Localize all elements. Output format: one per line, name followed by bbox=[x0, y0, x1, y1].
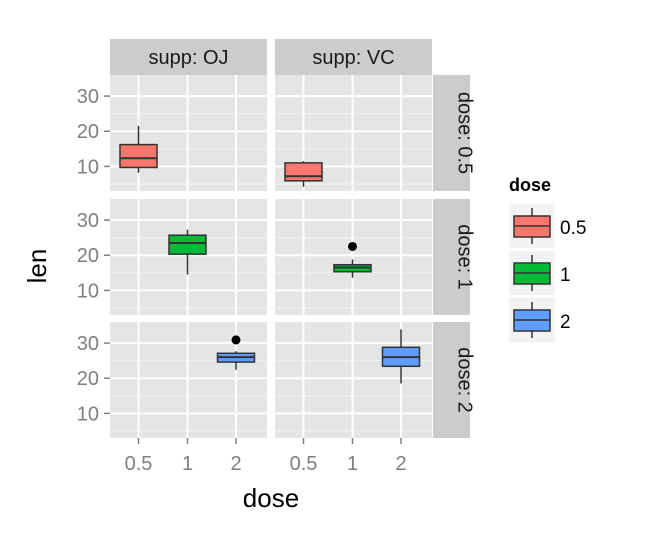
x-tick-label: 0.5 bbox=[125, 453, 153, 475]
panel-r0-c1 bbox=[275, 75, 432, 191]
axis-layer: 10 20 30 10 20 30 10 20 30 0.5 1 2 0.5 1 2 bbox=[77, 86, 407, 475]
box-VC-dose-2 bbox=[381, 329, 421, 384]
panel-r1-c1 bbox=[275, 199, 432, 315]
panel-r1-c0 bbox=[110, 199, 267, 315]
facet-strip-row-label-0: dose: 0.5 bbox=[454, 92, 476, 174]
outlier-point bbox=[231, 335, 241, 345]
box-body bbox=[284, 162, 323, 182]
x-tick-label: 2 bbox=[230, 453, 241, 475]
y-tick-label: 30 bbox=[77, 210, 99, 232]
x-axis-title: dose bbox=[243, 483, 299, 513]
legend-label-0.5: 0.5 bbox=[560, 218, 586, 239]
box-OJ-dose-2 bbox=[216, 335, 256, 370]
y-tick-label: 10 bbox=[77, 156, 99, 178]
legend-key-0.5 bbox=[509, 204, 555, 248]
legend-key-2 bbox=[509, 298, 555, 342]
legend: dose 0.5 1 2 bbox=[509, 175, 586, 342]
box-OJ-dose-1 bbox=[168, 229, 207, 275]
facet-layer: supp: OJ supp: VC dose: 0.5 dose: 1 dose: 2 bbox=[110, 39, 476, 438]
facet-strip-row-label-1: dose: 1 bbox=[454, 224, 476, 290]
x-tick-label: 1 bbox=[182, 453, 193, 475]
panel-r0-c0 bbox=[110, 75, 267, 191]
legend-label-1: 1 bbox=[560, 265, 571, 286]
facet-strip-row-2 bbox=[433, 322, 470, 438]
outlier-point bbox=[348, 241, 357, 251]
x-tick-label: 0.5 bbox=[290, 453, 318, 475]
box-OJ-dose-0.5 bbox=[119, 125, 158, 173]
y-tick-label: 20 bbox=[77, 121, 99, 143]
y-tick-label: 30 bbox=[77, 86, 99, 108]
facet-strip-row-1 bbox=[433, 199, 470, 315]
legend-key-1 bbox=[509, 251, 555, 295]
y-tick-label: 30 bbox=[77, 333, 99, 355]
panel-r2-c0 bbox=[110, 322, 267, 438]
box-VC-dose-0.5 bbox=[284, 161, 323, 187]
legend-title: dose bbox=[509, 175, 551, 195]
y-tick-label: 20 bbox=[77, 368, 99, 390]
facet-strip-col-label-0: supp: OJ bbox=[148, 47, 228, 69]
facet-strip-row-0 bbox=[433, 75, 470, 191]
box-body bbox=[168, 234, 207, 255]
facet-strip-col-1 bbox=[275, 39, 432, 75]
box-VC-dose-1 bbox=[333, 241, 372, 278]
y-tick-label: 10 bbox=[77, 403, 99, 425]
legend-label-2: 2 bbox=[560, 312, 571, 333]
facet-strip-col-0 bbox=[110, 39, 267, 75]
y-tick-label: 20 bbox=[77, 245, 99, 267]
x-tick-label: 1 bbox=[347, 453, 358, 475]
x-tick-label: 2 bbox=[395, 453, 406, 475]
y-tick-label: 10 bbox=[77, 280, 99, 302]
y-axis-title: len bbox=[22, 249, 52, 284]
box-body bbox=[119, 143, 158, 169]
facet-strip-row-label-2: dose: 2 bbox=[454, 347, 476, 413]
facet-strip-col-label-1: supp: VC bbox=[312, 47, 394, 69]
panel-r2-c1 bbox=[275, 322, 432, 438]
